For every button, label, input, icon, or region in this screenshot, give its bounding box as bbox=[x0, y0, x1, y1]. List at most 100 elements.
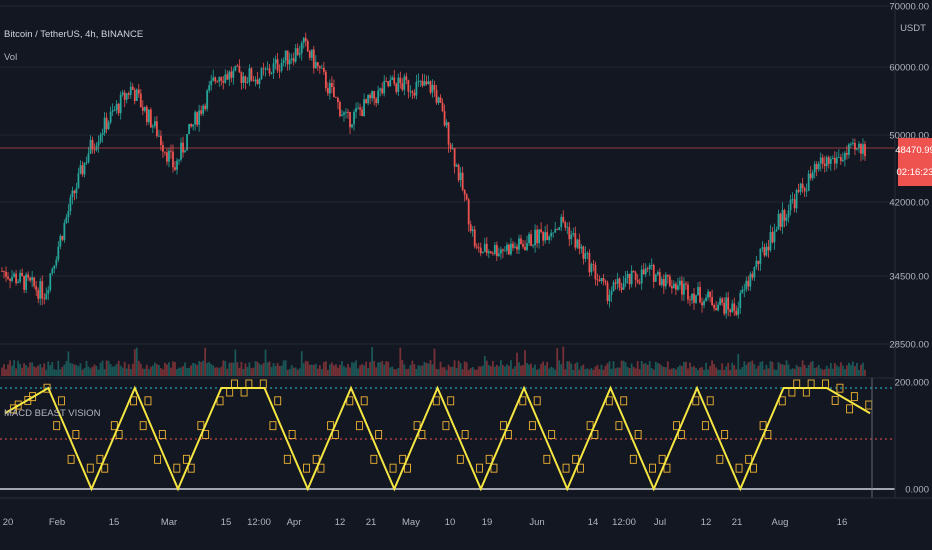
time-tick-label: Jul bbox=[654, 517, 666, 528]
candle-body bbox=[457, 164, 460, 181]
price-axis-panel[interactable] bbox=[895, 0, 932, 550]
volume-bar bbox=[477, 366, 480, 376]
volume-bar bbox=[248, 362, 251, 376]
candle-body bbox=[109, 111, 112, 123]
price-candles[interactable] bbox=[1, 32, 866, 319]
candle-body bbox=[316, 62, 319, 67]
candle-body bbox=[648, 265, 651, 270]
volume-bar bbox=[733, 365, 736, 376]
time-tick-label: Aug bbox=[772, 517, 789, 528]
volume-bar bbox=[463, 361, 466, 376]
candle-body bbox=[322, 67, 325, 72]
candle-body bbox=[459, 172, 462, 181]
volume-bar bbox=[212, 365, 215, 376]
volume-bar bbox=[61, 366, 64, 376]
signal-marker bbox=[572, 454, 580, 464]
volume-bar bbox=[168, 362, 170, 376]
indicator-label[interactable]: MACD BEAST VISION bbox=[4, 408, 101, 419]
indicator-line[interactable] bbox=[4, 385, 871, 492]
candle-body bbox=[341, 114, 343, 117]
candle-body bbox=[614, 282, 617, 284]
candle-body bbox=[481, 251, 484, 254]
candle-body bbox=[843, 152, 846, 160]
volume-bar bbox=[361, 364, 363, 376]
volume-bar bbox=[705, 362, 707, 376]
signal-marker bbox=[355, 421, 363, 431]
candle-body bbox=[333, 87, 335, 98]
volume-bar bbox=[117, 360, 120, 376]
candle-body bbox=[242, 76, 245, 83]
candle-body bbox=[212, 77, 215, 81]
symbol-title[interactable]: Bitcoin / TetherUS, 4h, BINANCE bbox=[4, 29, 143, 40]
indicator-tick-label: 200.000 bbox=[895, 378, 929, 389]
candle-body bbox=[441, 102, 444, 112]
signal-marker bbox=[735, 463, 743, 473]
candle-body bbox=[11, 276, 13, 281]
volume-bar bbox=[457, 360, 460, 376]
candle-body bbox=[220, 77, 223, 81]
candle-body bbox=[7, 276, 9, 279]
time-tick-label: 19 bbox=[482, 517, 493, 528]
volume-bar bbox=[19, 363, 22, 376]
signal-marker bbox=[115, 430, 123, 439]
candle-body bbox=[129, 86, 132, 95]
volume-bar bbox=[650, 368, 653, 376]
volume-bar bbox=[495, 364, 498, 376]
candle-body bbox=[707, 291, 709, 298]
volume-bar bbox=[196, 364, 199, 376]
volume-bar bbox=[377, 362, 380, 376]
candle-body bbox=[558, 227, 561, 230]
candle-body bbox=[600, 278, 603, 282]
volume-bar bbox=[339, 364, 341, 376]
candle-body bbox=[27, 274, 30, 278]
candle-body bbox=[37, 290, 40, 299]
volume-bar bbox=[341, 361, 343, 376]
candle-body bbox=[477, 247, 480, 249]
volume-bar bbox=[785, 360, 788, 376]
volume-bar bbox=[475, 369, 478, 376]
volume-bar bbox=[153, 362, 156, 376]
signal-marker bbox=[154, 454, 162, 464]
price-axis[interactable]: 70000.00 60000.00 50000.00 42000.00 34500.00… bbox=[889, 2, 929, 351]
volume-bar bbox=[160, 367, 162, 376]
volume-bar bbox=[43, 363, 46, 376]
candle-body bbox=[417, 80, 420, 82]
volume-bar bbox=[214, 367, 217, 376]
signal-marker bbox=[562, 463, 570, 473]
volume-bar bbox=[435, 368, 438, 376]
candle-body bbox=[15, 273, 17, 283]
candle-body bbox=[296, 48, 299, 55]
indicator-axis[interactable]: 200.000 0.000 bbox=[895, 378, 929, 496]
volume-bar bbox=[481, 365, 484, 376]
candle-body bbox=[594, 264, 597, 280]
candle-body bbox=[858, 143, 860, 149]
time-axis[interactable]: 20 Feb 15 Mar 15 12:00 Apr 12 21 May 10 19 Jun 14 12:0… bbox=[3, 517, 848, 528]
signal-marker bbox=[850, 392, 858, 402]
signal-marker bbox=[764, 430, 772, 439]
volume-bar bbox=[29, 362, 32, 376]
volume-bar bbox=[71, 363, 74, 376]
signal-marker bbox=[67, 454, 75, 464]
candle-body bbox=[586, 252, 589, 254]
candle-body bbox=[256, 79, 259, 84]
volume-bar bbox=[493, 366, 496, 376]
candle-body bbox=[210, 80, 213, 86]
candle-body bbox=[506, 244, 508, 251]
volume-bar bbox=[715, 367, 718, 376]
volume-label[interactable]: Vol bbox=[4, 52, 17, 63]
candle-body bbox=[429, 81, 432, 93]
volume-bar bbox=[433, 348, 436, 376]
volume-bar bbox=[37, 365, 40, 376]
volume-bar bbox=[447, 364, 450, 376]
signal-marker bbox=[649, 463, 656, 473]
candle-body bbox=[693, 293, 695, 303]
volume-bar bbox=[566, 361, 569, 376]
volume-bar bbox=[624, 362, 627, 376]
volume-bar bbox=[83, 368, 86, 376]
volume-bar bbox=[562, 346, 565, 376]
volume-bar bbox=[389, 367, 392, 376]
volume-bar bbox=[176, 369, 178, 376]
candle-body bbox=[178, 159, 180, 161]
volume-bar bbox=[365, 361, 368, 376]
